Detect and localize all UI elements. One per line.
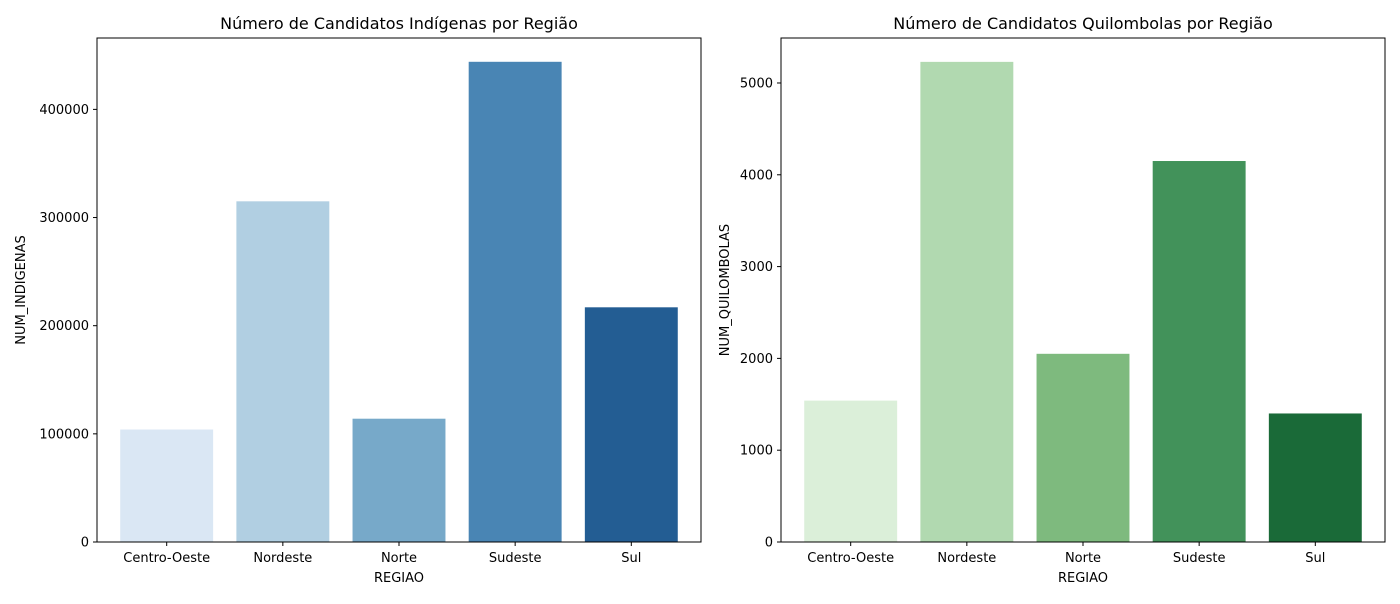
x-tick-label: Sul (1305, 551, 1325, 566)
y-tick-label: 0 (765, 536, 773, 551)
x-axis-label: REGIAO (374, 571, 424, 586)
chart-title: Número de Candidatos Indígenas por Regiã… (220, 14, 578, 33)
x-tick-label: Norte (1065, 551, 1101, 566)
bar-centro-oeste (804, 400, 898, 542)
y-tick-label: 2000 (740, 352, 773, 367)
y-tick-label: 1000 (740, 444, 773, 459)
bar-centro-oeste (120, 429, 214, 542)
x-tick-label: Norte (381, 551, 417, 566)
x-tick-label: Sul (621, 551, 641, 566)
x-tick-label: Nordeste (253, 551, 312, 566)
y-tick-label: 5000 (740, 76, 773, 91)
bar-norte (1036, 353, 1130, 542)
y-axis-label: NUM_INDIGENAS (14, 235, 29, 345)
y-tick-label: 300000 (39, 211, 89, 226)
x-tick-label: Centro-Oeste (807, 551, 894, 566)
bar-nordeste (236, 201, 330, 543)
x-tick-label: Nordeste (937, 551, 996, 566)
x-tick-label: Sudeste (489, 551, 542, 566)
x-tick-label: Sudeste (1173, 551, 1226, 566)
chart-panel-2: Centro-Oeste Nordeste Norte Sudeste Sul 0 1000… (718, 14, 1386, 586)
x-tick-label: Centro-Oeste (123, 551, 210, 566)
y-tick-label: 100000 (39, 427, 89, 442)
bar-norte (352, 418, 446, 542)
y-tick-label: 3000 (740, 260, 773, 275)
bar-sudeste (468, 61, 562, 542)
y-tick-label: 0 (81, 536, 89, 551)
y-tick-label: 400000 (39, 103, 89, 118)
y-tick-label: 4000 (740, 168, 773, 183)
bar-sul (584, 307, 678, 542)
y-tick-label: 200000 (39, 319, 89, 334)
bar-sudeste (1152, 161, 1246, 542)
bar-sul (1268, 413, 1362, 542)
x-axis-label: REGIAO (1058, 571, 1108, 586)
bar-nordeste (920, 61, 1014, 543)
chart-panel-1: Centro-Oeste Nordeste Norte Sudeste Sul 0 1000… (14, 14, 702, 586)
chart-title: Número de Candidatos Quilombolas por Reg… (893, 14, 1273, 33)
y-axis-label: NUM_QUILOMBOLAS (718, 224, 733, 356)
